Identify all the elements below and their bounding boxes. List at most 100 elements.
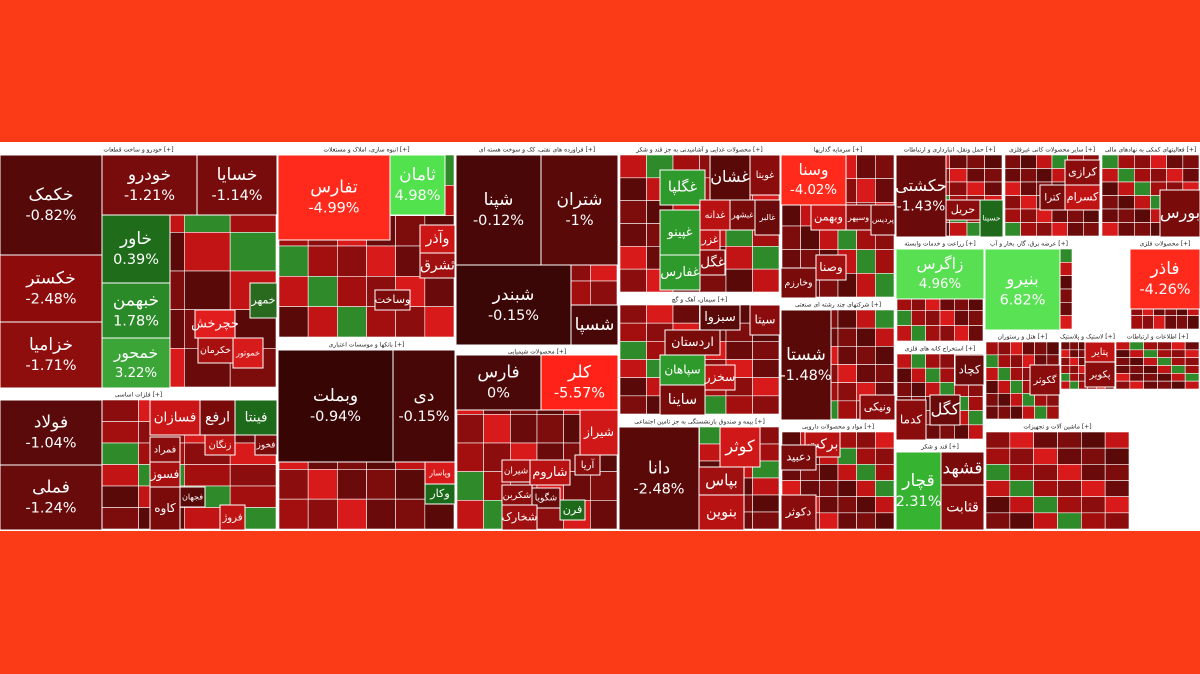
minor-tile — [966, 154, 985, 169]
sector-header — [620, 144, 779, 155]
minor-tile — [424, 306, 455, 338]
minor-tile — [1150, 154, 1167, 169]
minor-tile — [968, 396, 984, 411]
tile — [0, 154, 103, 256]
minor-tile — [229, 485, 277, 508]
tile-name: قچار — [901, 471, 935, 491]
minor-tile — [184, 232, 231, 272]
minor-tile — [837, 346, 857, 365]
sector-title: شرکتهای چند رشته ای صنعتی [+] — [795, 302, 881, 309]
minor-tile — [337, 276, 367, 307]
minor-tile — [278, 498, 309, 530]
tile — [945, 199, 981, 221]
minor-tile — [837, 382, 857, 402]
minor-tile — [837, 447, 857, 465]
minor-tile — [1033, 480, 1058, 497]
minor-tile — [1182, 154, 1200, 169]
tile-name: شگویا — [535, 492, 557, 504]
minor-tile — [1171, 349, 1186, 358]
minor-tile — [1081, 431, 1106, 449]
minor-tile — [997, 354, 1011, 368]
tile — [780, 309, 832, 421]
tile — [149, 436, 181, 463]
tile-name: ثامان — [399, 165, 436, 185]
minor-tile — [1130, 315, 1143, 330]
minor-tile — [985, 393, 999, 407]
minor-tile — [781, 225, 801, 250]
minor-tile — [954, 310, 969, 326]
tile — [699, 199, 731, 231]
minor-tile — [752, 359, 780, 378]
minor-tile — [1143, 380, 1158, 390]
tile-name: فرن — [563, 503, 583, 516]
minor-tile — [1134, 181, 1151, 196]
minor-tile — [925, 310, 941, 326]
tile-name: وساخت — [375, 293, 411, 306]
minor-tile — [875, 464, 895, 481]
sector-title: ماشین آلات و تجهیزات [+] — [1023, 422, 1091, 431]
minor-tile — [1117, 168, 1135, 183]
minor-tile — [939, 382, 955, 397]
minor-tile — [925, 367, 941, 383]
minor-tile — [856, 154, 876, 179]
sector-title: انبوه سازی، املاک و مستغلات [+] — [323, 146, 409, 154]
minor-tile — [856, 346, 876, 365]
sector-title: بیمه و صندوق بازنشستگی به جز تامین اجتما… — [634, 418, 765, 426]
minor-tile — [1115, 349, 1131, 358]
tile-change: 0% — [487, 386, 510, 402]
tile-name: کچاد — [959, 363, 981, 377]
minor-tile — [1129, 357, 1144, 366]
tile — [419, 224, 456, 254]
sector-title: لاستیک و پلاستیک [+] — [1060, 334, 1115, 341]
tile — [659, 254, 701, 291]
minor-tile — [1153, 315, 1166, 330]
sector-header — [1131, 238, 1199, 249]
minor-tile — [985, 464, 1011, 481]
tile — [780, 494, 817, 531]
minor-tile — [968, 310, 984, 326]
minor-tile — [949, 181, 968, 196]
tile — [870, 204, 896, 236]
minor-tile — [1129, 380, 1144, 390]
tile-name: غالبر — [759, 213, 776, 222]
minor-tile — [985, 405, 999, 420]
minor-tile — [1060, 380, 1071, 390]
minor-tile — [896, 353, 912, 369]
minor-tile — [1069, 373, 1079, 382]
minor-tile — [1134, 195, 1151, 210]
minor-tile — [966, 181, 985, 196]
tile-name: خاور — [119, 229, 152, 249]
minor-tile — [949, 222, 968, 237]
minor-tile — [1060, 341, 1071, 351]
minor-tile — [646, 304, 674, 324]
minor-tile — [752, 494, 780, 513]
minor-tile — [1057, 431, 1082, 449]
tile-name: فسوز — [150, 467, 180, 482]
tile-name: وپاسار — [428, 469, 451, 478]
minor-tile — [985, 447, 1011, 465]
minor-tile — [619, 154, 647, 179]
sector-title: محصولات شیمیایی [+] — [508, 349, 567, 356]
minor-tile — [672, 304, 700, 324]
tile — [895, 451, 942, 531]
tile-name: حکشتی — [895, 176, 947, 195]
tile-name: دی — [414, 386, 435, 406]
sector-header — [1005, 144, 1099, 155]
minor-tile — [1081, 447, 1106, 465]
minor-tile — [1081, 480, 1106, 497]
tile — [698, 494, 745, 531]
tile — [234, 399, 278, 436]
tile-name: خچرخش — [191, 317, 239, 332]
tile-name: غگل — [700, 254, 725, 271]
minor-tile — [837, 464, 857, 481]
tile-name: غشان — [710, 167, 750, 186]
minor-tile — [1010, 354, 1023, 368]
minor-tile — [875, 154, 895, 179]
minor-tile — [985, 512, 1011, 530]
tile — [719, 426, 761, 468]
tile — [699, 249, 726, 276]
tile-name: آریا — [581, 458, 596, 471]
minor-tile — [1009, 447, 1034, 465]
tile-name: فروژ — [221, 513, 242, 524]
tile — [424, 483, 456, 505]
